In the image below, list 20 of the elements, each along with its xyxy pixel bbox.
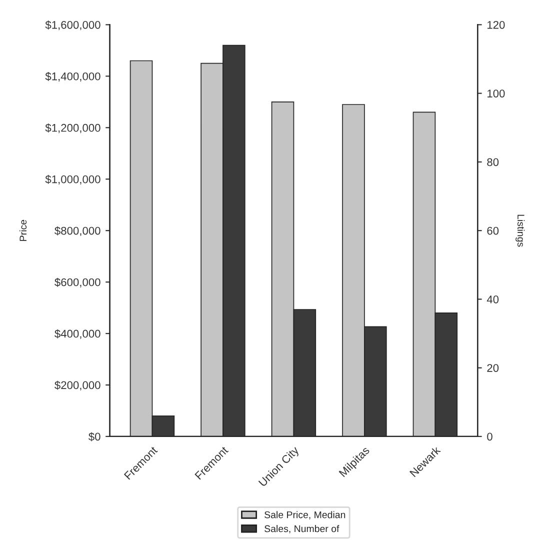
y-axis-title: Price <box>19 220 27 241</box>
y2-tick-label: 0 <box>487 432 492 441</box>
y-tick-label: $200,000 <box>54 380 100 390</box>
y2-tick-label: 100 <box>488 90 505 98</box>
y-tick-label: $1,200,000 <box>45 123 100 134</box>
y-tick-label: $800,000 <box>54 226 100 236</box>
y2-axis-title: Listings <box>516 214 525 247</box>
y-tick-label: $1,000,000 <box>45 174 100 185</box>
y-tick-label: $1,400,000 <box>45 72 100 82</box>
y2-tick-label: 60 <box>487 226 499 235</box>
legend-label: Sales, Number of <box>264 525 340 534</box>
y2-tick-label: 80 <box>487 158 499 166</box>
y2-tick-label: 20 <box>487 364 499 372</box>
y-tick-label: $600,000 <box>54 278 100 288</box>
y-tick-label: $400,000 <box>54 329 100 339</box>
legend-label: Sale Price, Median <box>264 511 346 520</box>
y2-tick-label: 120 <box>488 20 505 29</box>
y-tick-label: $1,600,000 <box>45 20 100 30</box>
y-tick-label: $0 <box>88 432 100 442</box>
y2-tick-label: 40 <box>486 295 499 304</box>
